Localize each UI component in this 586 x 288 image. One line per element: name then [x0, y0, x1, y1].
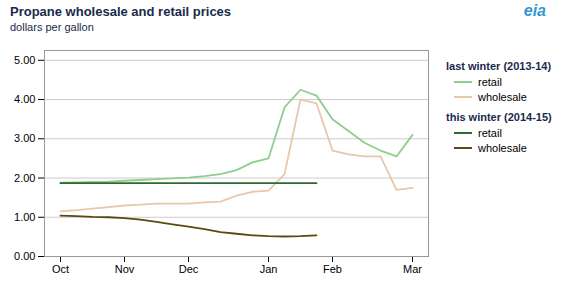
- html-text:retail: retail: [478, 127, 502, 139]
- svg-text:0.00: 0.00: [14, 250, 35, 262]
- svg-text:3.00: 3.00: [14, 132, 35, 144]
- html-text:last winter (2013-14): last winter (2013-14): [446, 60, 552, 72]
- svg-text:Dec: Dec: [179, 263, 199, 275]
- html-text:Propane wholesale and retail p: Propane wholesale and retail prices: [10, 4, 232, 19]
- html-text:dollars per gallon: dollars per gallon: [10, 21, 94, 33]
- svg-text:Oct: Oct: [52, 263, 69, 275]
- svg-text:4.00: 4.00: [14, 93, 35, 105]
- svg-text:2.00: 2.00: [14, 172, 35, 184]
- html-text:wholesale: wholesale: [478, 142, 527, 154]
- svg-text:1.00: 1.00: [14, 211, 35, 223]
- html-text:retail: retail: [478, 76, 502, 88]
- html-text:wholesale: wholesale: [478, 91, 527, 103]
- svg-text:Feb: Feb: [323, 263, 342, 275]
- svg-text:Nov: Nov: [115, 263, 135, 275]
- svg-text:5.00: 5.00: [14, 54, 35, 66]
- svg-text:Mar: Mar: [403, 263, 422, 275]
- svg-text:Jan: Jan: [260, 263, 278, 275]
- html-text:eia: eia: [523, 2, 546, 19]
- html-text:this winter (2014-15): this winter (2014-15): [446, 111, 552, 123]
